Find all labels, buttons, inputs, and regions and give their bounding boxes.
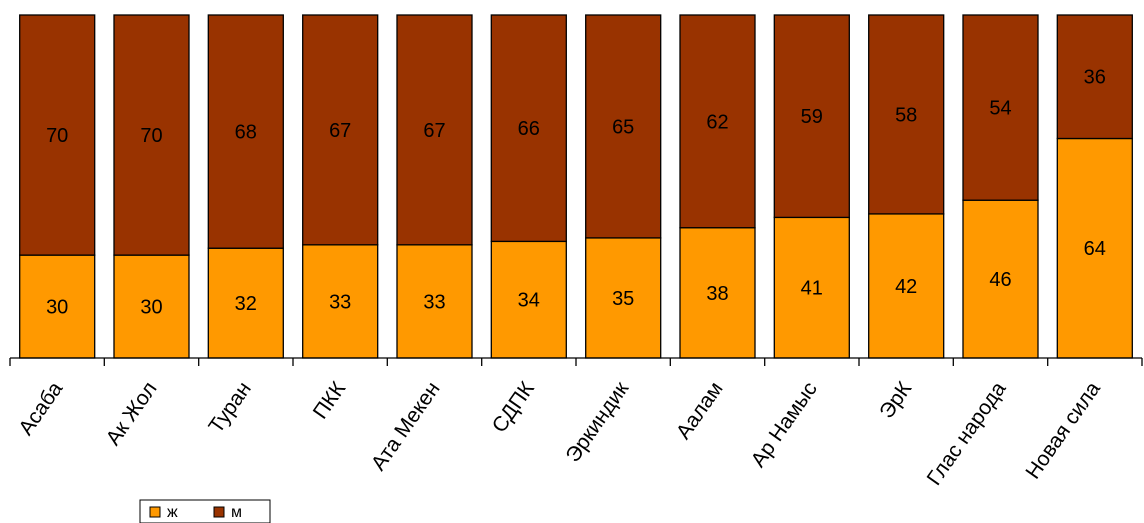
data-label-m-1: 70 bbox=[46, 125, 68, 147]
legend-swatch-zh bbox=[150, 507, 160, 517]
data-label-m-8: 62 bbox=[706, 111, 728, 133]
bars-layer bbox=[20, 15, 1133, 358]
data-label-m-9: 59 bbox=[801, 106, 823, 128]
data-label-m-4: 67 bbox=[329, 120, 351, 142]
data-label-zh-12: 64 bbox=[1084, 238, 1106, 260]
data-label-zh-2: 30 bbox=[140, 297, 162, 319]
data-label-m-11: 54 bbox=[989, 98, 1011, 120]
legend-label-zh: ж bbox=[167, 504, 178, 521]
data-label-zh-3: 32 bbox=[235, 293, 257, 315]
data-label-m-6: 66 bbox=[518, 118, 540, 140]
data-label-m-3: 68 bbox=[235, 122, 257, 144]
category-label-12: Новая сила bbox=[1021, 377, 1105, 483]
data-label-zh-5: 33 bbox=[423, 291, 445, 313]
data-label-zh-10: 42 bbox=[895, 276, 917, 298]
data-label-zh-4: 33 bbox=[329, 291, 351, 313]
category-label-1: Асаба bbox=[14, 377, 67, 439]
data-label-zh-11: 46 bbox=[989, 269, 1011, 291]
data-label-zh-1: 30 bbox=[46, 297, 68, 319]
category-label-9: Ар Намыс bbox=[747, 378, 822, 472]
category-label-11: Глас народа bbox=[923, 377, 1011, 489]
data-label-m-7: 65 bbox=[612, 117, 634, 139]
category-label-4: ПКК bbox=[309, 377, 351, 423]
legend-swatch-m bbox=[214, 507, 224, 517]
data-label-m-12: 36 bbox=[1084, 67, 1106, 89]
data-label-m-10: 58 bbox=[895, 105, 917, 127]
legend-label-m: м bbox=[231, 504, 242, 521]
data-label-zh-9: 41 bbox=[801, 278, 823, 300]
data-label-m-2: 70 bbox=[140, 125, 162, 147]
category-label-8: Аалам bbox=[672, 378, 728, 444]
category-label-2: Ак Жол bbox=[102, 378, 162, 450]
value-labels-layer: 30 70 30 70 32 68 33 67 33 67 34 66 35 65 38 62 41 59 42 58… bbox=[46, 67, 1106, 319]
category-label-3: Туран bbox=[204, 378, 255, 438]
data-label-zh-6: 34 bbox=[518, 290, 540, 312]
category-label-5: Ата Мекен bbox=[367, 378, 445, 475]
category-label-7: Эркиндик bbox=[561, 377, 633, 467]
category-label-6: СДПК bbox=[488, 377, 540, 437]
category-label-10: ЭрК bbox=[875, 377, 917, 423]
data-label-zh-8: 38 bbox=[706, 283, 728, 305]
data-label-zh-7: 35 bbox=[612, 288, 634, 310]
x-axis: Асаба Ак Жол Туран ПКК Ата Мекен СДПК Эркиндик… bbox=[10, 358, 1142, 490]
data-label-m-5: 67 bbox=[423, 120, 445, 142]
